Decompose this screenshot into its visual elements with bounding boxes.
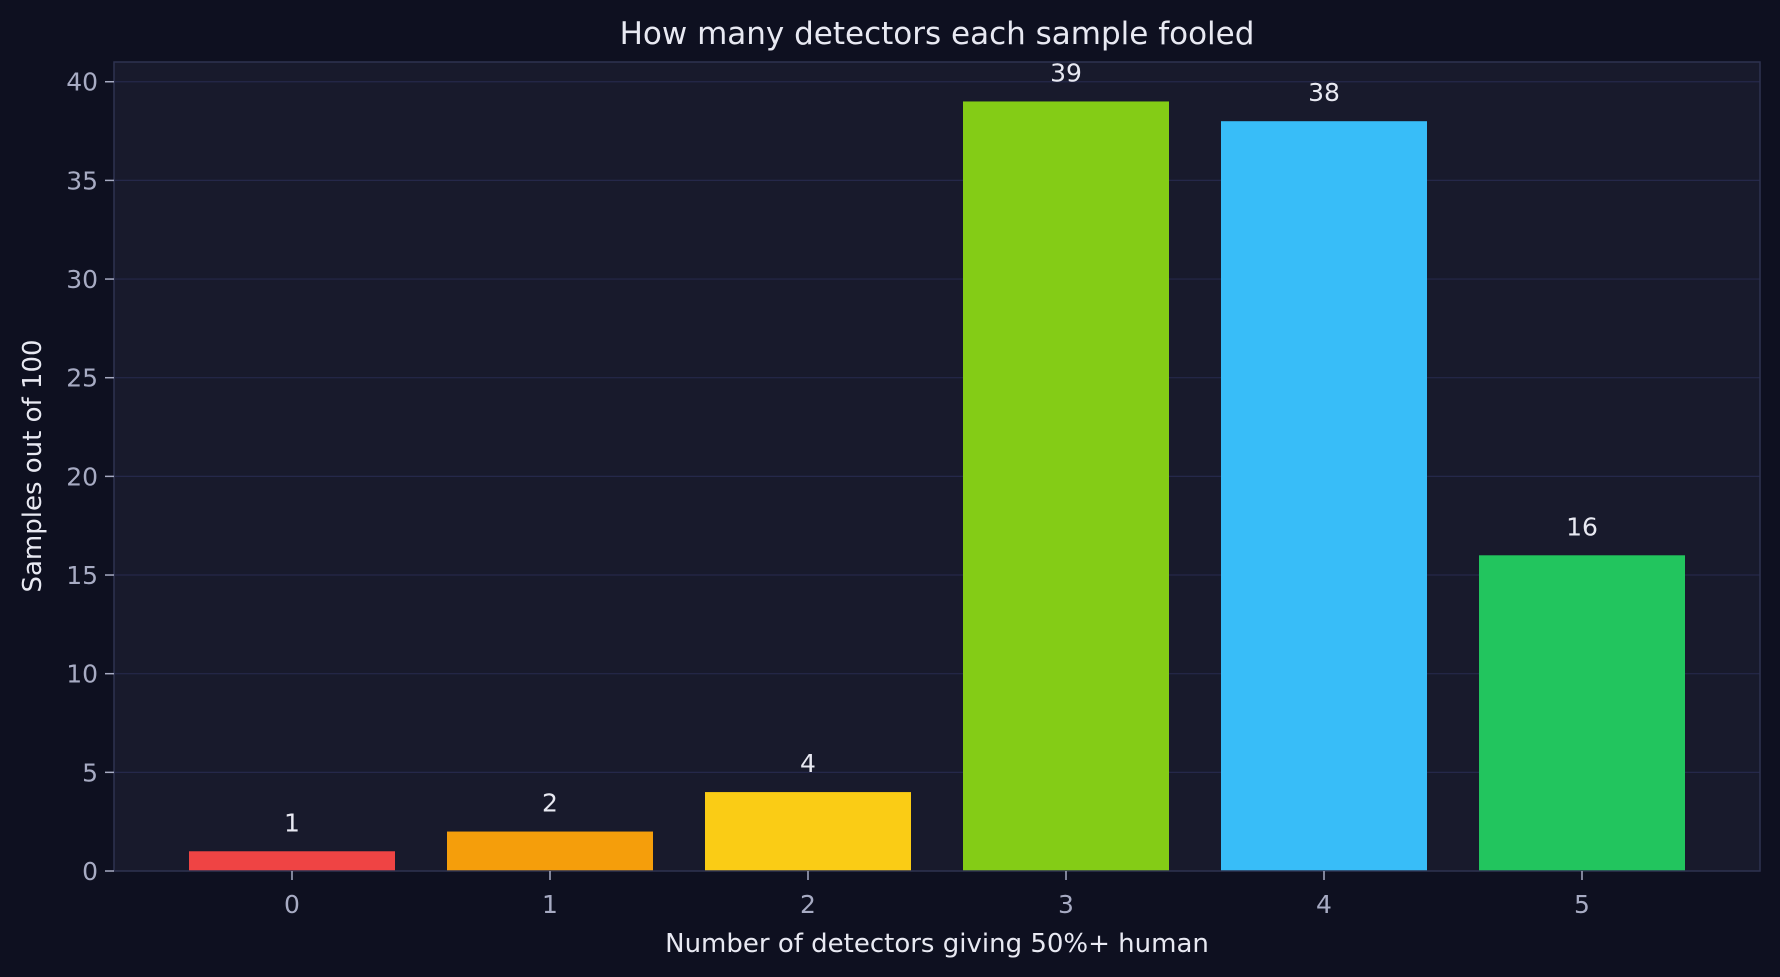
data-label: 2 [542, 789, 558, 818]
bar-1 [447, 831, 653, 871]
y-axis-label: Samples out of 100 [18, 339, 48, 592]
x-axis-label: Number of detectors giving 50%+ human [665, 929, 1209, 959]
x-tick-label: 4 [1316, 890, 1332, 919]
y-tick-label: 5 [82, 758, 98, 787]
bar-0 [189, 851, 395, 871]
y-tick-label: 10 [66, 660, 98, 689]
x-axis-ticks: 0 1 2 3 4 5 [284, 871, 1590, 919]
x-tick-label: 0 [284, 890, 300, 919]
y-tick-label: 20 [66, 462, 98, 491]
plot-frame [113, 61, 1761, 872]
bar-5 [1479, 555, 1685, 871]
y-tick-label: 35 [66, 166, 98, 195]
x-tick-label: 2 [800, 890, 816, 919]
x-tick-label: 5 [1574, 890, 1590, 919]
y-axis-ticks: 0 5 10 15 20 25 30 35 40 [66, 68, 114, 886]
x-tick-label: 3 [1058, 890, 1074, 919]
data-labels: 1 2 4 39 38 16 [284, 58, 1598, 837]
data-label: 1 [284, 808, 300, 837]
data-label: 39 [1050, 58, 1082, 87]
chart-title: How many detectors each sample fooled [620, 16, 1255, 52]
data-label: 38 [1308, 78, 1340, 107]
data-label: 16 [1566, 512, 1598, 541]
data-label: 4 [800, 749, 816, 778]
bar-2 [705, 792, 911, 871]
y-tick-label: 15 [66, 561, 98, 590]
y-tick-label: 40 [66, 68, 98, 97]
y-tick-label: 30 [66, 265, 98, 294]
bars [189, 101, 1685, 871]
y-tick-label: 25 [66, 364, 98, 393]
gridlines [114, 81, 1760, 773]
x-tick-label: 1 [542, 890, 558, 919]
y-tick-label: 0 [82, 857, 98, 886]
bar-4 [1221, 121, 1427, 871]
bar-3 [963, 101, 1169, 871]
